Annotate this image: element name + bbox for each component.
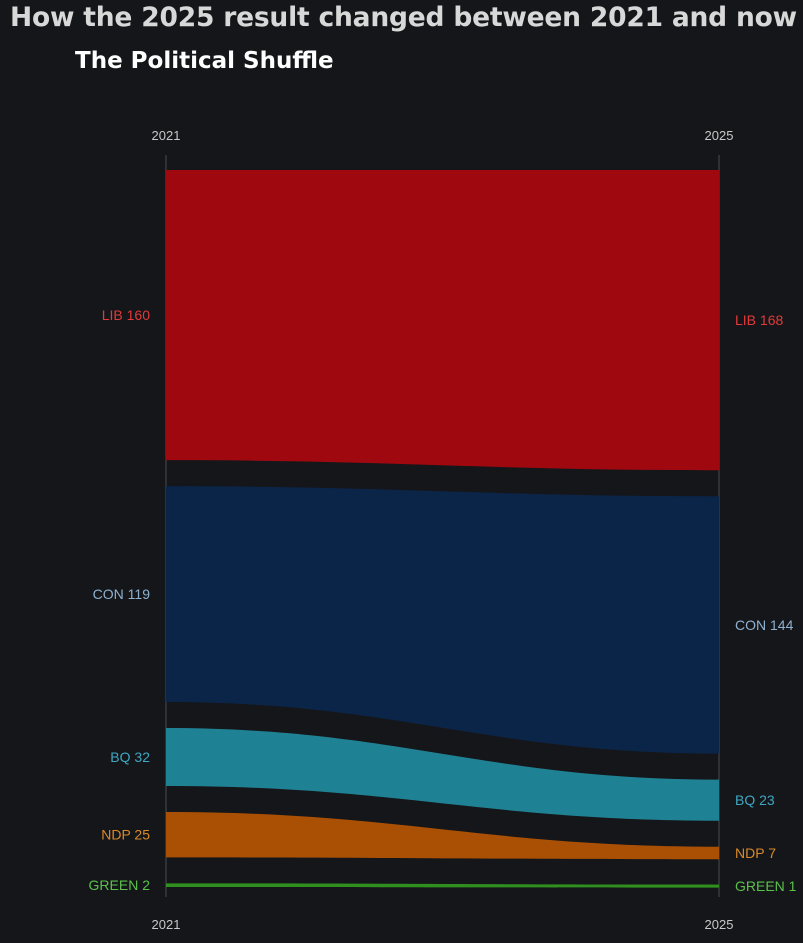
- label-2021-bq: BQ 32: [110, 749, 150, 765]
- label-2021-lib: LIB 160: [102, 307, 150, 323]
- year-label-top-2025: 2025: [705, 128, 734, 143]
- flow-con: [166, 486, 719, 754]
- year-label-bottom-2025: 2025: [705, 917, 734, 932]
- label-2021-con: CON 119: [93, 586, 151, 602]
- flow-lib: [166, 170, 719, 471]
- chart-title: The Political Shuffle: [75, 48, 334, 74]
- label-2021-ndp: NDP 25: [101, 827, 150, 843]
- label-2021-green: GREEN 2: [89, 877, 151, 893]
- label-2025-bq: BQ 23: [735, 792, 775, 808]
- label-2025-con: CON 144: [735, 617, 794, 633]
- year-label-bottom-2021: 2021: [152, 917, 181, 932]
- year-label-top-2021: 2021: [152, 128, 181, 143]
- flow-bq: [166, 727, 719, 821]
- label-2025-lib: LIB 168: [735, 312, 783, 328]
- label-2025-green: GREEN 1: [735, 878, 797, 894]
- label-2025-ndp: NDP 7: [735, 845, 776, 861]
- flow-green: [166, 883, 719, 888]
- flow-ndp: [166, 812, 719, 860]
- page-heading: How the 2025 result changed between 2021…: [10, 2, 797, 33]
